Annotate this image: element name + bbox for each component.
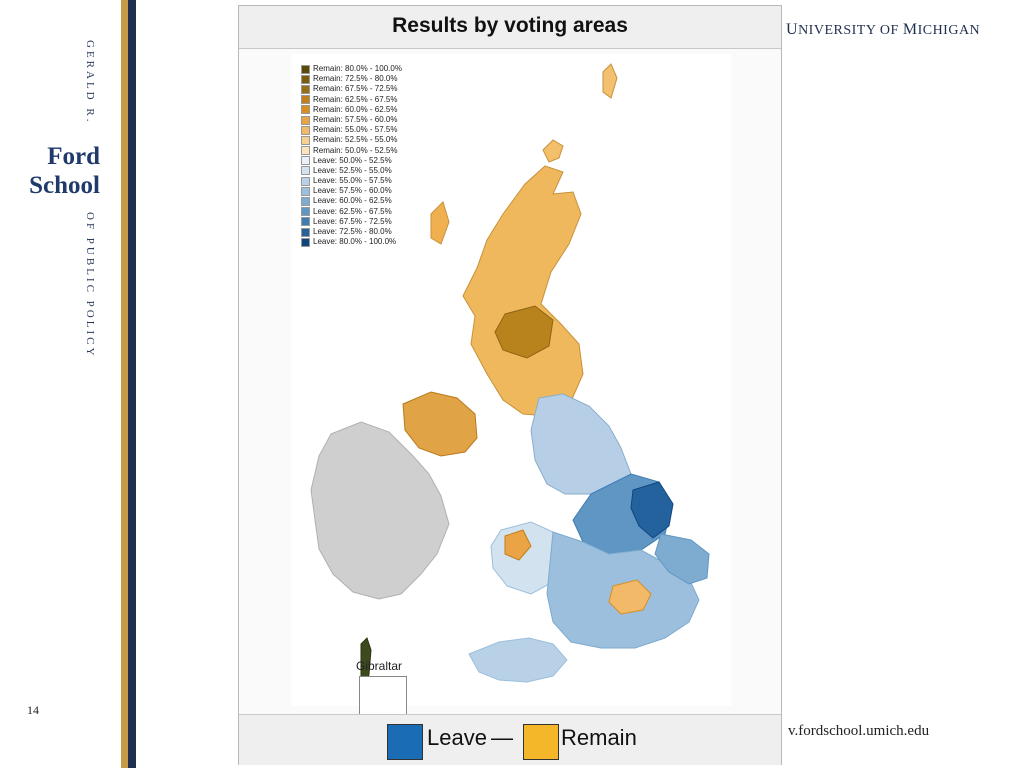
legend-swatch	[301, 105, 310, 115]
scotland	[462, 165, 584, 417]
legend-row: Leave: 62.5% - 67.5%	[301, 207, 402, 217]
legend-label: Remain: 52.5% - 55.0%	[313, 135, 398, 145]
legend-label: Remain: 55.0% - 57.5%	[313, 125, 398, 135]
legend-swatch	[301, 146, 310, 156]
legend-row: Leave: 67.5% - 72.5%	[301, 217, 402, 227]
scotland-central-belt	[494, 305, 554, 359]
south-west-peninsula	[468, 637, 568, 683]
leave-label: Leave	[427, 725, 487, 750]
legend-swatch	[301, 176, 310, 186]
legend-row: Leave: 72.5% - 80.0%	[301, 227, 402, 237]
legend-swatch	[301, 217, 310, 227]
footer-url: v.fordschool.umich.edu	[788, 723, 930, 739]
public-policy-vertical-text: OF PUBLIC POLICY	[84, 212, 96, 359]
legend-dash: —	[491, 725, 513, 750]
legend-label: Leave: 60.0% - 62.5%	[313, 196, 392, 206]
east-anglia	[654, 533, 710, 585]
legend-swatch	[301, 64, 310, 74]
legend-swatch	[301, 227, 310, 237]
legend-label: Remain: 72.5% - 80.0%	[313, 74, 398, 84]
shetland	[602, 63, 618, 99]
univ-rest: NIVERSITY OF	[798, 23, 903, 38]
legend-swatch	[301, 95, 310, 105]
navy-accent-bar	[128, 0, 136, 768]
legend-label: Leave: 67.5% - 72.5%	[313, 216, 392, 226]
legend-swatch	[301, 197, 310, 207]
logo-line-ford: Ford	[47, 143, 100, 170]
legend-row: Remain: 52.5% - 55.0%	[301, 135, 402, 145]
legend-row: Leave: 80.0% - 100.0%	[301, 237, 402, 247]
legend-swatch	[301, 186, 310, 196]
gerald-r-vertical-text: GERALD R.	[84, 40, 96, 125]
legend-label: Leave: 57.5% - 60.0%	[313, 186, 392, 196]
england-north	[530, 393, 632, 495]
leave-remain-legend: Leave — Remain	[239, 714, 781, 765]
legend-swatch	[301, 207, 310, 217]
ford-school-logo: Ford School	[10, 142, 100, 200]
lincolnshire-fens	[630, 481, 674, 539]
london-area	[608, 579, 652, 615]
legend-label: Remain: 57.5% - 60.0%	[313, 114, 398, 124]
legend-row: Remain: 60.0% - 62.5%	[301, 105, 402, 115]
legend-label: Remain: 50.0% - 52.5%	[313, 145, 398, 155]
univ-letter-m: M	[902, 21, 918, 38]
remain-swatch	[523, 724, 559, 760]
legend-row: Remain: 72.5% - 80.0%	[301, 74, 402, 84]
legend-label: Remain: 80.0% - 100.0%	[313, 64, 402, 73]
scotland-north-isles	[542, 139, 564, 163]
map-title: Results by voting areas	[239, 6, 781, 49]
legend-swatch	[301, 135, 310, 145]
legend-swatch	[301, 156, 310, 166]
legend-row: Leave: 55.0% - 57.5%	[301, 176, 402, 186]
legend-swatch	[301, 125, 310, 135]
page-number: 14	[27, 703, 39, 717]
legend-label: Leave: 50.0% - 52.5%	[313, 155, 392, 165]
legend-swatch	[301, 115, 310, 125]
map-svg	[310, 63, 710, 695]
legend-row: Leave: 60.0% - 62.5%	[301, 196, 402, 207]
uk-referendum-map: Gibraltar	[291, 54, 731, 744]
legend-label: Leave: 80.0% - 100.0%	[313, 237, 397, 247]
map-panel: Results by voting areas Gibraltar Remain…	[238, 5, 782, 765]
legend-row: Remain: 62.5% - 67.5%	[301, 95, 402, 105]
legend-row: Leave: 57.5% - 60.0%	[301, 186, 402, 196]
univ-end: ICHIGAN	[917, 23, 981, 38]
ireland-landmass	[310, 421, 450, 600]
wales-cardiff-gwynedd	[504, 529, 532, 561]
university-of-michigan-wordmark: UNIVERSITY OF MICHIGAN	[786, 21, 980, 39]
legend-row: Remain: 67.5% - 72.5%	[301, 84, 402, 94]
legend-row: Leave: 52.5% - 55.0%	[301, 166, 402, 176]
legend-row: Remain: 57.5% - 60.0%	[301, 115, 402, 125]
remain-label: Remain	[561, 725, 637, 750]
legend-swatch	[301, 74, 310, 84]
legend-swatch	[301, 84, 310, 94]
legend-label: Remain: 60.0% - 62.5%	[313, 104, 398, 114]
legend-label: Leave: 72.5% - 80.0%	[313, 227, 392, 236]
legend-row: Remain: 80.0% - 100.0%	[301, 64, 402, 74]
vote-share-legend: Remain: 80.0% - 100.0% Remain: 72.5% - 80…	[301, 64, 402, 247]
legend-label: Leave: 52.5% - 55.0%	[313, 165, 392, 175]
gold-accent-bar	[121, 0, 128, 768]
logo-line-school: School	[29, 172, 100, 199]
northern-ireland	[402, 391, 478, 457]
legend-row: Remain: 50.0% - 52.5%	[301, 146, 402, 156]
western-isles	[430, 201, 450, 245]
leave-swatch	[387, 724, 423, 760]
gibraltar-label: Gibraltar	[356, 659, 403, 673]
legend-swatch	[301, 237, 310, 247]
legend-row: Leave: 50.0% - 52.5%	[301, 156, 402, 166]
legend-label: Remain: 62.5% - 67.5%	[313, 94, 398, 104]
univ-letter-u: U	[786, 21, 799, 38]
legend-row: Remain: 55.0% - 57.5%	[301, 125, 402, 135]
legend-label: Leave: 62.5% - 67.5%	[313, 206, 392, 216]
legend-label: Leave: 55.0% - 57.5%	[313, 176, 392, 186]
legend-swatch	[301, 166, 310, 176]
legend-label: Remain: 67.5% - 72.5%	[313, 84, 398, 94]
